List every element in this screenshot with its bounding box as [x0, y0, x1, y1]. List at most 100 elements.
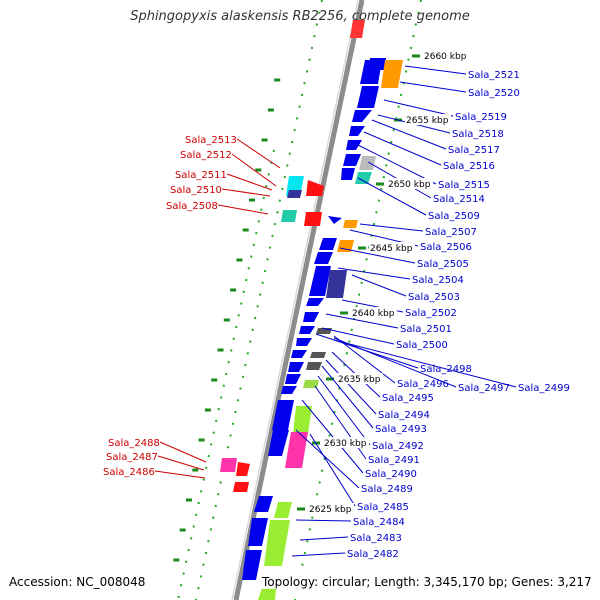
gene-sala-2506[interactable] — [328, 216, 342, 224]
gene-sala-2493[interactable] — [310, 352, 326, 358]
gene-sala-2487[interactable] — [236, 462, 250, 476]
kbp-label: 2660 kbp — [424, 52, 467, 62]
forward-gene-label[interactable]: Sala_2519 — [455, 112, 507, 123]
gene-sala-2512[interactable] — [287, 190, 302, 198]
forward-gene-label[interactable]: Sala_2492 — [372, 441, 424, 452]
gene-sala-2517[interactable] — [352, 110, 372, 122]
gene-sala-2514[interactable] — [359, 156, 376, 170]
gene-sala-2483[interactable] — [254, 496, 273, 512]
forward-gene-label[interactable]: Sala_2521 — [468, 70, 520, 81]
forward-gene-label[interactable]: Sala_2506 — [420, 242, 472, 253]
reverse-gene-label[interactable]: Sala_2488 — [108, 438, 160, 449]
reverse-gene-label[interactable]: Sala_2512 — [180, 150, 232, 161]
forward-gene-label[interactable]: Sala_2499 — [518, 383, 570, 394]
gene-sala-2509[interactable] — [355, 172, 372, 184]
reverse-gene-label[interactable]: Sala_2511 — [175, 170, 227, 181]
gene-sala-2502[interactable] — [309, 266, 331, 296]
gene-sala-2503[interactable] — [314, 252, 333, 264]
forward-gene-label[interactable]: Sala_2502 — [405, 308, 457, 319]
gene-sala-2518[interactable] — [357, 86, 379, 108]
forward-gene-label[interactable]: Sala_2504 — [412, 275, 464, 286]
forward-gene-label[interactable]: Sala_2489 — [361, 484, 413, 495]
forward-leader-30 — [299, 536, 349, 541]
forward-gene-label[interactable]: Sala_2517 — [448, 145, 500, 156]
forward-gene-label[interactable]: Sala_2518 — [452, 129, 504, 140]
gene-sala-2484[interactable] — [268, 430, 289, 456]
gene-sala-2480[interactable] — [258, 588, 276, 600]
forward-gene-label[interactable]: Sala_2515 — [438, 180, 490, 191]
gene-sala-2514b[interactable] — [343, 154, 361, 166]
forward-gene-label[interactable]: Sala_2503 — [408, 292, 460, 303]
forward-gene-label[interactable]: Sala_2507 — [425, 227, 477, 238]
gene-sala-2516[interactable] — [349, 126, 365, 136]
gene-sala-2489[interactable] — [303, 380, 319, 388]
backbone-line — [233, 0, 365, 600]
gene-sala-2520[interactable] — [381, 60, 403, 88]
gene-sala-2482b[interactable] — [248, 518, 268, 546]
forward-leader-31 — [291, 552, 346, 557]
forward-gene-label[interactable]: Sala_2484 — [353, 517, 405, 528]
gene-sala-2485b[interactable] — [293, 406, 312, 434]
forward-gene-label[interactable]: Sala_2494 — [378, 410, 430, 421]
gene-sala-2509b[interactable] — [341, 168, 355, 180]
gene-sala-2490[interactable] — [285, 374, 301, 384]
gene-sala-2501[interactable] — [326, 270, 347, 298]
gene-sala-2511[interactable] — [306, 180, 324, 196]
forward-gene-label[interactable]: Sala_2501 — [400, 324, 452, 335]
gene-sala-2515[interactable] — [346, 140, 362, 150]
gene-sala-2500[interactable] — [306, 298, 324, 306]
forward-gene-label[interactable]: Sala_2495 — [382, 393, 434, 404]
forward-gene-label[interactable]: Sala_2493 — [375, 424, 427, 435]
forward-gene-label[interactable]: Sala_2514 — [433, 194, 485, 205]
forward-gene-label[interactable]: Sala_2485 — [357, 502, 409, 513]
forward-gene-label[interactable]: Sala_2496 — [397, 379, 449, 390]
gene-sala-2507[interactable] — [343, 220, 358, 228]
gene-sala-2492[interactable] — [306, 362, 322, 370]
gene-sala-2491[interactable] — [288, 362, 304, 372]
kbp-label-bg — [423, 50, 469, 61]
reverse-gene-label[interactable]: Sala_2487 — [106, 452, 158, 463]
forward-leader-9 — [359, 223, 424, 232]
gene-sala-2482[interactable] — [264, 520, 290, 566]
forward-gene-label[interactable]: Sala_2509 — [428, 211, 480, 222]
gene-sala-2495[interactable] — [296, 338, 312, 346]
reverse-gene-label[interactable]: Sala_2513 — [185, 135, 237, 146]
forward-gene-label[interactable]: Sala_2516 — [443, 161, 495, 172]
reverse-gene-label[interactable]: Sala_2510 — [170, 185, 222, 196]
forward-gene-label[interactable]: Sala_2491 — [368, 455, 420, 466]
reverse-gene-label[interactable]: Sala_2508 — [166, 201, 218, 212]
gene-sala-2505[interactable] — [319, 238, 337, 250]
forward-label-layer: Sala_2521 Sala_2520 Sala_2519 Sala_2518 Sala… — [347, 70, 570, 560]
topology-value: circular — [321, 575, 367, 589]
kbp-label-bg — [405, 114, 451, 125]
forward-gene-label[interactable]: Sala_2483 — [350, 533, 402, 544]
gene-sala-2504[interactable] — [337, 240, 354, 252]
forward-gene-label[interactable]: Sala_2498 — [420, 364, 472, 375]
reverse-gene-label[interactable]: Sala_2486 — [103, 467, 155, 478]
gene-sala-2483b[interactable] — [274, 502, 292, 518]
forward-leader-26 — [301, 399, 364, 474]
forward-gene-label[interactable]: Sala_2482 — [347, 549, 399, 560]
gene-sala-2510[interactable] — [304, 212, 322, 226]
forward-gene-label[interactable]: Sala_2497 — [458, 383, 510, 394]
gene-top-red[interactable] — [350, 20, 365, 38]
forward-gene-label[interactable]: Sala_2500 — [396, 340, 448, 351]
forward-leader-13 — [351, 274, 407, 297]
gene-sala-2488[interactable] — [220, 458, 237, 472]
reverse-leader-2 — [226, 173, 273, 191]
gene-sala-2486[interactable] — [233, 482, 249, 492]
gene-sala-2485[interactable] — [272, 400, 294, 430]
gene-sala-2497[interactable] — [299, 326, 315, 334]
forward-leader-20 — [333, 339, 517, 388]
forward-leader-19 — [333, 337, 457, 388]
gene-sala-2481[interactable] — [242, 550, 262, 580]
forward-gene-label[interactable]: Sala_2505 — [417, 259, 469, 270]
gene-sala-2494[interactable] — [291, 350, 307, 358]
gene-sala-2484b[interactable] — [285, 432, 308, 468]
gene-sala-2508[interactable] — [281, 210, 297, 222]
forward-gene-label[interactable]: Sala_2520 — [468, 88, 520, 99]
gene-sala-2519[interactable] — [360, 60, 382, 84]
gene-sala-2498[interactable] — [303, 312, 319, 322]
gene-sala-2489b[interactable] — [281, 386, 297, 394]
forward-gene-label[interactable]: Sala_2490 — [365, 469, 417, 480]
